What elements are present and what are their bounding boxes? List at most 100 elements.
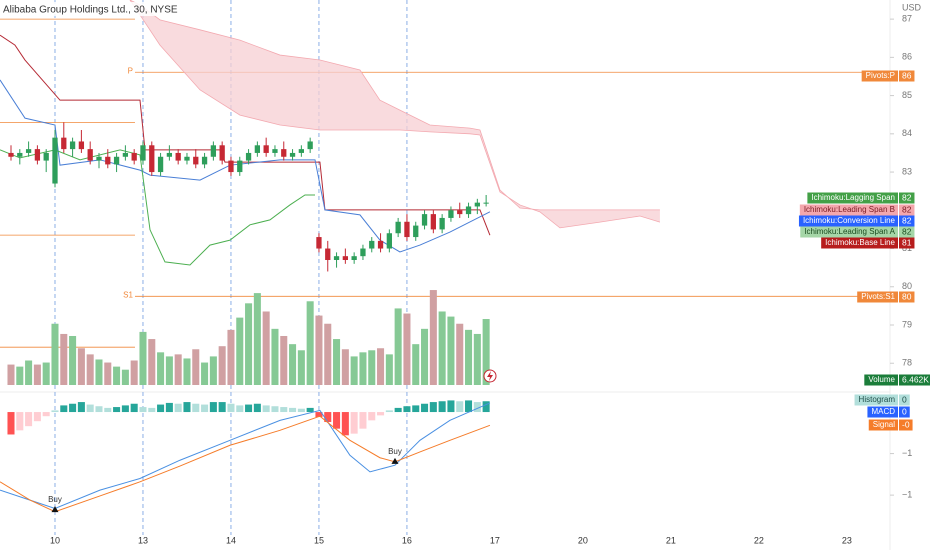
candle-body xyxy=(52,137,58,184)
volume-bar xyxy=(280,335,288,385)
candle-body xyxy=(8,152,14,157)
tag-value-bg xyxy=(899,394,910,406)
macd-histogram xyxy=(51,410,59,413)
macd-histogram xyxy=(341,412,349,436)
macd-histogram xyxy=(236,405,244,413)
volume-bar xyxy=(482,319,490,385)
tag-name-bg xyxy=(821,237,898,249)
candle-body xyxy=(421,214,428,226)
price-tag: MACD 0 xyxy=(867,406,910,418)
volume-bar xyxy=(306,301,314,385)
tag-value: 86 xyxy=(902,70,912,80)
tag-name: Histogram xyxy=(859,395,896,404)
macd-histogram xyxy=(77,402,85,413)
volume-bar xyxy=(7,364,15,385)
macd-histogram xyxy=(412,405,420,413)
macd-histogram xyxy=(280,407,288,413)
price-tag: Pivots:P 86 xyxy=(861,70,915,82)
macd-histogram xyxy=(139,407,147,413)
tag-name: Pivots:P xyxy=(866,71,895,80)
tag-name: Ichimoku:Leading Span A xyxy=(804,227,895,236)
macd-histogram xyxy=(192,403,200,413)
candle-body xyxy=(395,221,401,234)
macd-histogram xyxy=(482,401,490,413)
y-tick-label: 78 xyxy=(902,358,912,368)
volume-bar xyxy=(236,317,244,385)
macd-histogram xyxy=(227,403,235,413)
price-tag: Ichimoku:Lagging Span 82 xyxy=(807,192,915,204)
candle-body xyxy=(465,206,472,215)
tag-name: Ichimoku:Base Line xyxy=(825,238,895,247)
volume-bar xyxy=(289,344,297,385)
macd-histogram xyxy=(130,403,138,413)
x-tick-label: 20 xyxy=(578,535,588,545)
tag-value-bg xyxy=(899,291,915,303)
macd-histogram xyxy=(289,407,297,413)
volume-bar xyxy=(104,362,112,385)
x-tick-label: 13 xyxy=(138,535,148,545)
tag-value-bg xyxy=(899,406,910,418)
candle-body xyxy=(219,145,225,161)
candle-body xyxy=(457,210,463,215)
candle-body xyxy=(413,225,419,238)
tag-name-bg xyxy=(857,291,898,303)
tag-name-bg xyxy=(861,70,898,82)
tag-value: -0 xyxy=(902,419,910,429)
buy-marker xyxy=(51,506,59,513)
volume-bar xyxy=(465,329,473,385)
candle-body xyxy=(439,217,445,230)
macd-histogram xyxy=(297,408,305,413)
price-tag: Histogram 0 xyxy=(854,394,910,406)
volume-bar xyxy=(165,356,173,385)
y-tick-label: 86 xyxy=(902,52,912,62)
ichimoku-line xyxy=(0,79,491,253)
candle-body xyxy=(25,149,32,153)
tag-name-bg xyxy=(854,394,898,406)
macd-histogram xyxy=(368,412,376,421)
tag-value: 0 xyxy=(902,394,907,404)
candle-body xyxy=(298,149,304,153)
macd-histogram xyxy=(438,401,446,413)
macd-histogram xyxy=(113,407,121,413)
volume-bar xyxy=(456,323,464,385)
macd-histogram xyxy=(42,412,50,417)
x-tick-label: 21 xyxy=(666,535,676,545)
volume-bar xyxy=(33,364,41,385)
macd-histogram xyxy=(33,412,41,422)
candle-body xyxy=(113,156,120,165)
candle-body xyxy=(122,152,129,157)
volume-bar xyxy=(359,352,367,385)
volume-bar xyxy=(69,335,77,385)
macd-histogram xyxy=(262,405,270,413)
volume-bar xyxy=(333,339,341,385)
volume-bar xyxy=(183,358,191,385)
volume-bar xyxy=(385,354,393,385)
macd-histogram xyxy=(60,405,68,413)
volume-bar xyxy=(51,323,59,385)
candle-body xyxy=(263,145,269,153)
macd-histogram xyxy=(7,412,15,435)
tag-name-bg xyxy=(868,419,898,431)
volume-bar xyxy=(16,366,24,385)
candle-body xyxy=(351,256,357,260)
price-tag: Ichimoku:Leading Span A 82 xyxy=(800,226,915,238)
volume-bar xyxy=(148,339,156,385)
macd-histogram xyxy=(385,410,393,413)
pivot-name: S1 xyxy=(123,290,133,299)
volume-bar xyxy=(60,333,68,385)
candle-body xyxy=(377,240,384,249)
candle-body xyxy=(245,152,252,161)
tag-name-bg xyxy=(867,406,898,418)
volume-bar xyxy=(174,354,182,385)
ichimoku-line xyxy=(0,34,491,236)
volume-bar xyxy=(42,362,50,385)
volume-bar xyxy=(271,328,279,385)
candle-body xyxy=(404,221,410,238)
candle-body xyxy=(34,149,41,161)
leading-span xyxy=(129,0,660,211)
macd-line xyxy=(0,415,491,513)
candle-body xyxy=(87,149,93,161)
ichimoku-line xyxy=(0,149,315,266)
volume-bar xyxy=(130,360,138,385)
volume-bar xyxy=(368,350,376,385)
